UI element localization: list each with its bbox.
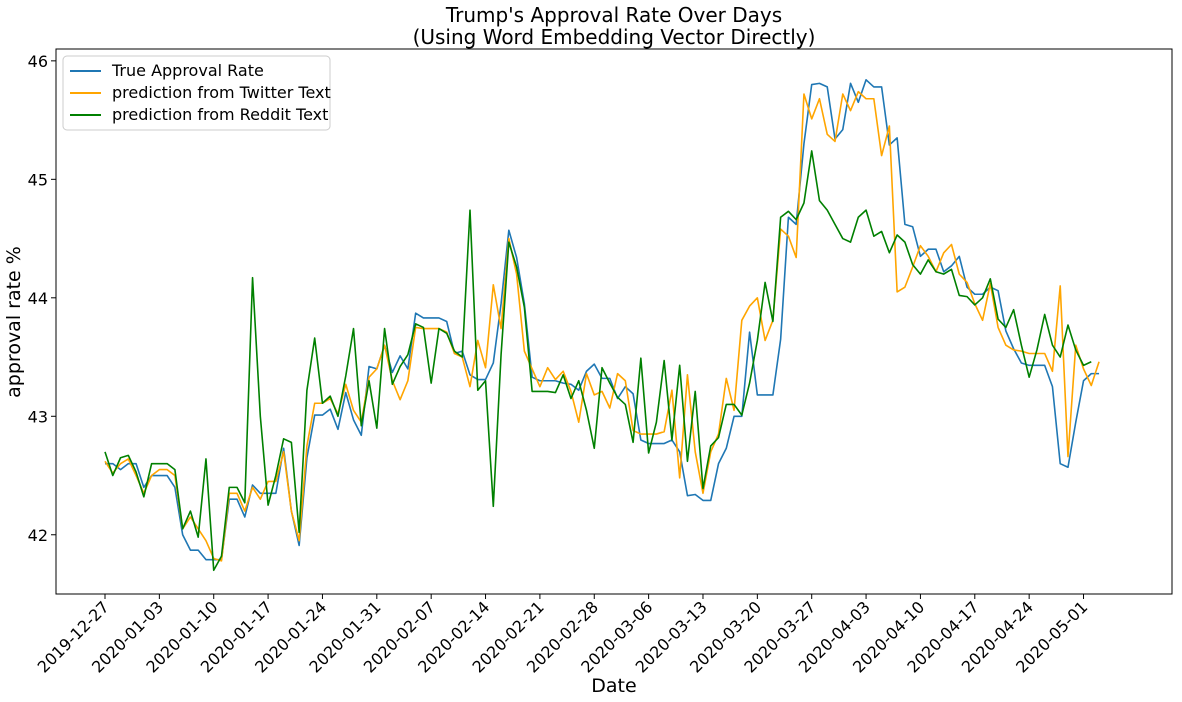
legend-label-true: True Approval Rate (111, 61, 264, 80)
y-tick-label: 43 (28, 407, 48, 426)
x-axis: 2019-12-272020-01-032020-01-102020-01-17… (34, 594, 1091, 677)
plot-series-group (104, 79, 1100, 572)
y-axis: 42 43 44 45 46 (28, 52, 56, 545)
legend-box (62, 55, 331, 131)
reddit-prediction-line (104, 150, 1092, 572)
y-tick-label: 42 (28, 526, 48, 545)
twitter-prediction-line (104, 90, 1100, 562)
legend-label-twitter: prediction from Twitter Text (112, 83, 331, 102)
y-tick-label: 44 (28, 289, 48, 308)
x-axis-label: Date (591, 675, 636, 697)
chart-subtitle: (Using Word Embedding Vector Directly) (413, 25, 816, 49)
y-axis-label: approval rate % (3, 246, 25, 398)
legend-label-reddit: prediction from Reddit Text (112, 105, 328, 124)
y-tick-label: 45 (28, 170, 48, 189)
plot-frame (55, 48, 1173, 595)
y-tick-label: 46 (28, 52, 48, 71)
chart-title: Trump's Approval Rate Over Days (445, 3, 782, 27)
legend: True Approval Rate prediction from Twitt… (62, 55, 331, 131)
